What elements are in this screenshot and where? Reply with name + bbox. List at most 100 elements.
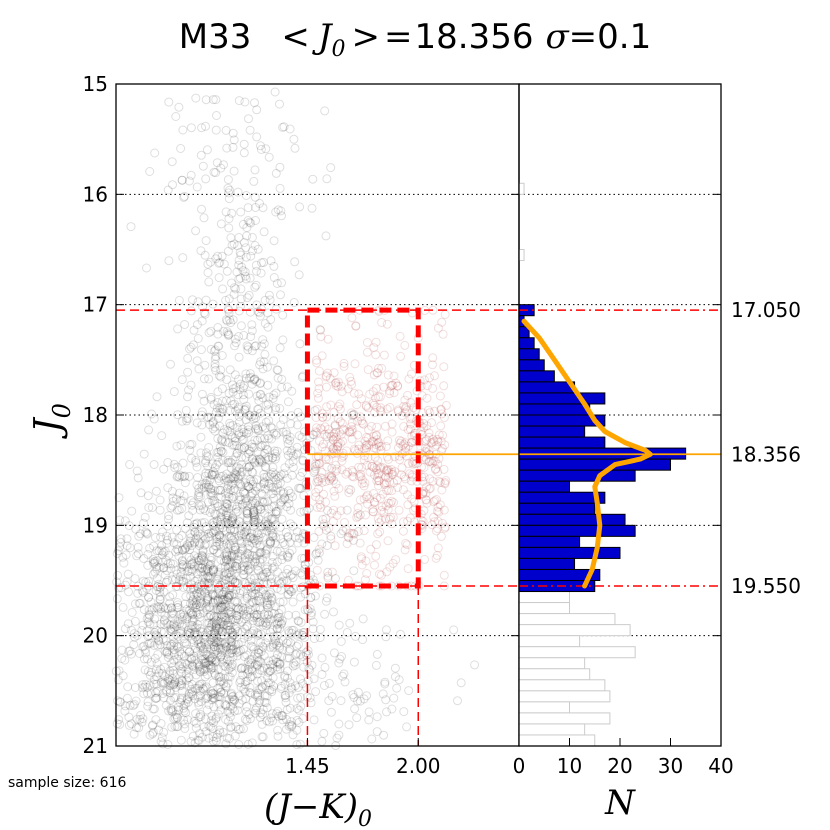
cmd-point xyxy=(260,434,270,444)
cmd-point xyxy=(197,590,207,600)
hist-x-label: N xyxy=(604,783,636,823)
cmd-selected-point xyxy=(313,451,323,461)
cmd-selected-point xyxy=(400,404,410,414)
cmd-point xyxy=(187,679,197,689)
cmd-point xyxy=(213,329,223,339)
cmd-point xyxy=(188,661,198,671)
cmd-point xyxy=(255,454,265,464)
cmd-selected-point xyxy=(331,378,341,388)
cmd-point xyxy=(168,493,178,503)
cmd-point xyxy=(239,427,249,437)
cmd-point xyxy=(286,448,296,458)
cmd-point xyxy=(222,554,231,564)
cmd-point xyxy=(224,539,234,549)
cmd-point xyxy=(281,527,291,537)
cmd-point xyxy=(112,594,122,604)
cmd-point xyxy=(211,670,220,680)
cmd-selected-point xyxy=(392,475,402,485)
cmd-point xyxy=(227,240,237,250)
hist-bar-selected xyxy=(518,436,606,449)
cmd-selected-point xyxy=(322,402,332,412)
cmd-point xyxy=(259,478,269,488)
cmd-selected-point xyxy=(382,485,392,495)
cmd-point xyxy=(240,405,250,415)
cmd-point xyxy=(277,555,287,565)
cmd-point xyxy=(221,739,231,749)
cmd-point xyxy=(132,631,142,640)
cmd-point xyxy=(275,643,285,653)
cmd-point xyxy=(226,318,236,328)
cmd-selected-point xyxy=(345,428,355,438)
cmd-point xyxy=(289,298,299,307)
cmd-point xyxy=(269,390,279,400)
cmd-point xyxy=(226,690,236,700)
cmd-y-tick-label: 19 xyxy=(83,513,108,537)
cmd-point xyxy=(230,436,240,446)
cmd-point xyxy=(155,587,165,597)
cmd-point xyxy=(211,407,221,417)
cmd-point xyxy=(224,474,234,484)
cmd-point xyxy=(212,541,222,551)
cmd-point xyxy=(225,315,235,325)
cmd-point xyxy=(228,575,238,585)
cmd-selected-point xyxy=(343,467,352,477)
cmd-selected-point xyxy=(336,506,346,516)
cmd-point xyxy=(197,484,207,494)
cmd-point xyxy=(196,150,206,160)
cmd-point xyxy=(168,608,177,618)
cmd-point xyxy=(144,592,154,602)
cmd-point xyxy=(201,95,211,105)
cmd-point xyxy=(231,596,241,606)
cmd-point xyxy=(204,573,214,583)
cmd-selected-point xyxy=(335,427,345,437)
cmd-point xyxy=(227,590,237,600)
cmd-point xyxy=(226,533,236,543)
cmd-point xyxy=(233,578,243,588)
cmd-point xyxy=(194,681,204,691)
cmd-point xyxy=(180,638,190,648)
cmd-point xyxy=(282,473,292,483)
cmd-point xyxy=(291,650,301,660)
cmd-point xyxy=(142,528,152,538)
cmd-point xyxy=(303,606,313,616)
hist-bar-selected xyxy=(518,359,545,372)
cmd-selected-point xyxy=(330,491,340,501)
cmd-point xyxy=(256,684,266,694)
cmd-y-tick-label: 21 xyxy=(83,734,108,758)
cmd-selected-point xyxy=(408,459,418,469)
cmd-selected-point xyxy=(344,427,354,437)
cmd-point xyxy=(182,562,192,572)
cmd-point xyxy=(161,636,171,646)
cmd-point xyxy=(321,525,331,535)
cmd-point xyxy=(336,696,346,706)
cmd-point xyxy=(209,611,219,621)
cmd-selected-point xyxy=(347,425,357,434)
cmd-point xyxy=(221,539,231,549)
cmd-selected-point xyxy=(314,484,324,494)
cmd-selected-point xyxy=(369,497,379,507)
cmd-point xyxy=(214,671,224,681)
cmd-point xyxy=(284,647,294,656)
cmd-point xyxy=(154,668,164,678)
cmd-point xyxy=(208,688,218,698)
cmd-selected-point xyxy=(326,440,336,450)
cmd-point xyxy=(198,161,208,171)
cmd-point xyxy=(150,148,160,158)
cmd-point xyxy=(279,488,289,498)
cmd-point xyxy=(187,610,197,620)
cmd-selected-point xyxy=(333,377,343,387)
cmd-point xyxy=(197,679,207,689)
cmd-point xyxy=(210,541,220,551)
cmd-point xyxy=(277,577,287,587)
cmd-point xyxy=(178,471,187,481)
cmd-selected-point xyxy=(421,495,431,504)
cmd-point xyxy=(238,570,248,580)
cmd-point xyxy=(251,424,261,434)
cmd-point xyxy=(282,551,292,561)
cmd-selected-point xyxy=(393,406,403,416)
cmd-point xyxy=(256,145,266,154)
cmd-point xyxy=(208,518,218,528)
cmd-point xyxy=(160,603,170,613)
cmd-selected-point xyxy=(332,439,342,449)
cmd-point xyxy=(243,216,253,225)
